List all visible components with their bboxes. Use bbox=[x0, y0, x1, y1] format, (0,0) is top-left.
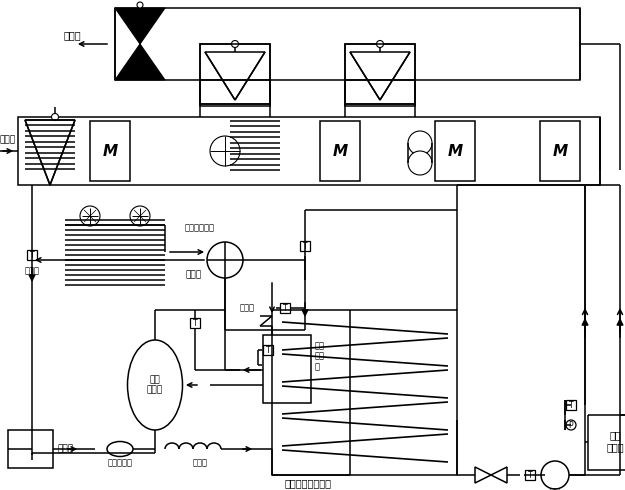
Bar bbox=[200, 44, 270, 106]
Bar bbox=[300, 241, 310, 251]
Circle shape bbox=[207, 242, 243, 278]
Text: M: M bbox=[448, 144, 462, 158]
Circle shape bbox=[566, 420, 576, 430]
Text: T: T bbox=[30, 250, 34, 260]
Bar bbox=[320, 121, 360, 181]
Text: 风冷式冷凝器: 风冷式冷凝器 bbox=[185, 223, 215, 232]
Text: 补偿器: 补偿器 bbox=[24, 267, 39, 275]
Circle shape bbox=[130, 206, 150, 226]
Circle shape bbox=[137, 2, 143, 8]
Text: 贮液器: 贮液器 bbox=[58, 444, 74, 454]
Circle shape bbox=[80, 206, 100, 226]
Text: 水泵: 水泵 bbox=[549, 489, 561, 490]
Text: T: T bbox=[192, 318, 198, 327]
Text: 卧式壳管式蒸发器: 卧式壳管式蒸发器 bbox=[285, 478, 332, 488]
Bar bbox=[200, 44, 270, 104]
Text: 蒸汽
发生器: 蒸汽 发生器 bbox=[606, 430, 624, 452]
Bar bbox=[435, 121, 475, 181]
Bar bbox=[588, 415, 625, 470]
Text: M: M bbox=[102, 144, 118, 158]
Circle shape bbox=[541, 461, 569, 489]
Text: T: T bbox=[528, 470, 532, 480]
Circle shape bbox=[51, 114, 59, 121]
Bar bbox=[263, 335, 311, 403]
Bar bbox=[18, 117, 600, 185]
Bar bbox=[540, 121, 580, 181]
Text: T: T bbox=[282, 303, 288, 313]
Polygon shape bbox=[115, 44, 165, 80]
Bar bbox=[263, 345, 273, 355]
Text: M: M bbox=[552, 144, 568, 158]
Bar bbox=[8, 430, 53, 468]
Bar bbox=[566, 400, 576, 410]
Bar bbox=[272, 310, 457, 475]
Circle shape bbox=[376, 41, 384, 48]
Bar bbox=[345, 44, 415, 104]
Bar bbox=[27, 250, 37, 260]
Ellipse shape bbox=[127, 340, 182, 430]
Circle shape bbox=[210, 136, 240, 166]
Circle shape bbox=[408, 151, 432, 175]
Bar bbox=[190, 318, 200, 328]
Circle shape bbox=[408, 131, 432, 155]
Bar bbox=[115, 8, 580, 80]
Text: 制冷
压缩机: 制冷 压缩机 bbox=[147, 375, 163, 395]
Bar bbox=[280, 303, 290, 313]
Bar bbox=[525, 470, 535, 480]
Text: 毛细管: 毛细管 bbox=[192, 459, 208, 467]
Text: 出风口: 出风口 bbox=[63, 30, 81, 40]
Bar bbox=[90, 121, 130, 181]
Text: 进风口: 进风口 bbox=[0, 136, 16, 145]
Text: P: P bbox=[569, 420, 573, 430]
Ellipse shape bbox=[107, 441, 133, 457]
Text: 四通阀: 四通阀 bbox=[185, 270, 201, 279]
Text: T: T bbox=[266, 345, 270, 354]
Text: 汽液
分离
器: 汽液 分离 器 bbox=[315, 341, 325, 371]
Text: T: T bbox=[302, 242, 308, 250]
Text: T: T bbox=[569, 400, 573, 410]
Bar bbox=[345, 44, 415, 106]
Polygon shape bbox=[115, 8, 165, 44]
Text: 加液口: 加液口 bbox=[240, 303, 255, 313]
Text: 干燥过滤器: 干燥过滤器 bbox=[107, 459, 132, 467]
Text: M: M bbox=[332, 144, 348, 158]
Circle shape bbox=[231, 41, 239, 48]
